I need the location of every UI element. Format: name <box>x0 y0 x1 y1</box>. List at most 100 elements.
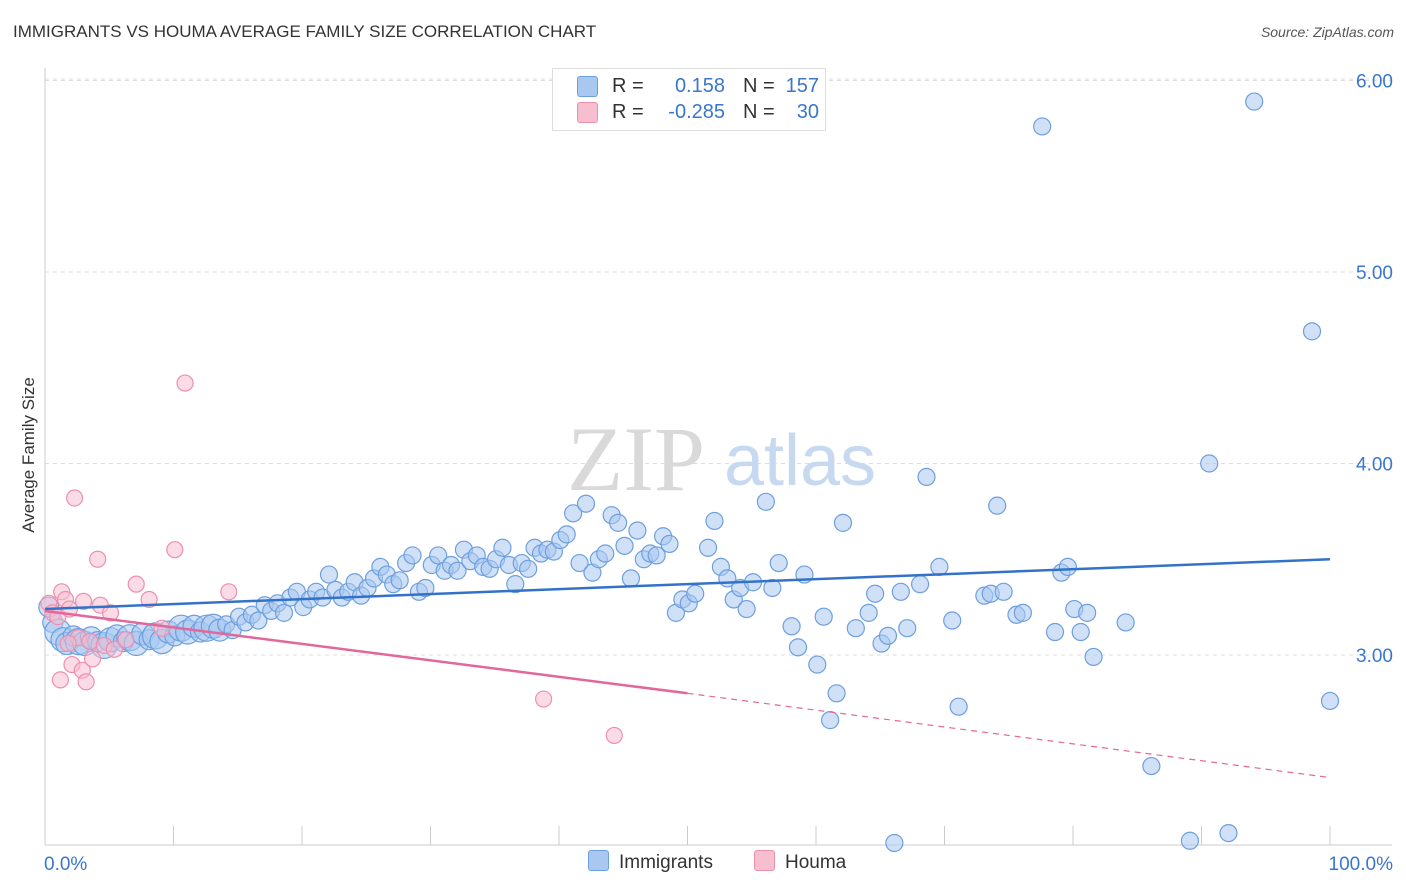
immigrants-point <box>1142 756 1161 776</box>
immigrants-point <box>898 619 917 638</box>
immigrants-point <box>994 582 1013 601</box>
houma-point <box>220 583 238 601</box>
immigrants-point <box>878 626 898 645</box>
immigrants-point <box>319 565 339 584</box>
immigrants-point <box>782 617 801 636</box>
houma-point <box>81 632 99 651</box>
houma-point <box>534 690 553 708</box>
immigrants-point <box>859 603 878 622</box>
immigrants-point <box>698 538 718 557</box>
houma-point <box>605 726 623 745</box>
immigrants-point <box>576 494 596 513</box>
y-tick-label: 6.00 <box>1356 72 1393 93</box>
houma-point <box>101 604 120 622</box>
houma-point <box>127 575 145 593</box>
source-label: Source: ZipAtlas.com <box>1260 24 1394 40</box>
immigrants-point <box>737 599 756 619</box>
houma-trend-extension <box>687 692 1331 779</box>
chart-title: IMMIGRANTS VS HOUMA AVERAGE FAMILY SIZE … <box>13 22 597 41</box>
x-tick-label: 100.0% <box>1329 854 1394 875</box>
n-label: N = <box>743 101 775 123</box>
watermark-zip: ZIP <box>567 408 705 510</box>
immigrants-point <box>249 611 268 630</box>
houma-point <box>59 634 77 653</box>
houma-point <box>117 631 135 649</box>
immigrants-point <box>833 513 853 532</box>
immigrants-point <box>808 655 827 674</box>
immigrants-point <box>628 521 647 540</box>
houma-point <box>74 592 93 610</box>
houma-swatch <box>754 850 775 872</box>
n-value: 157 <box>785 75 819 97</box>
immigrants-point <box>1116 613 1135 632</box>
immigrants-point <box>416 578 435 598</box>
immigrants-point <box>814 607 833 626</box>
immigrants-point <box>519 559 538 578</box>
houma-swatch <box>577 102 598 124</box>
immigrants-point <box>763 578 782 598</box>
immigrants-point <box>609 513 628 532</box>
immigrants-point <box>1033 117 1052 136</box>
immigrants-point <box>390 571 409 590</box>
trend-lines <box>44 558 1331 779</box>
immigrants-point <box>891 582 910 601</box>
immigrants-point <box>647 546 666 565</box>
immigrants-point <box>756 492 775 511</box>
immigrants-point <box>988 496 1007 515</box>
houma-label: Houma <box>785 852 847 873</box>
immigrants-point <box>930 557 949 577</box>
immigrants-point <box>615 536 634 555</box>
axes <box>44 68 1392 846</box>
immigrants-point <box>1058 557 1077 577</box>
immigrants-point <box>910 575 930 594</box>
houma-point <box>51 671 70 689</box>
r-value: 0.158 <box>674 75 725 97</box>
y-tick-label: 3.00 <box>1356 646 1393 667</box>
immigrants-label: Immigrants <box>619 852 713 873</box>
immigrants-trend-line <box>44 558 1331 611</box>
y-axis-label: Average Family Size <box>19 377 38 533</box>
immigrants-point <box>570 553 589 573</box>
immigrants-point <box>917 467 936 487</box>
x-tick-label: 0.0% <box>44 854 87 875</box>
immigrants-point <box>1320 691 1340 711</box>
houma-point <box>140 590 158 609</box>
immigrants-point <box>1071 622 1090 642</box>
data-points <box>38 92 1340 853</box>
immigrants-point <box>1245 92 1264 111</box>
houma-point <box>153 619 171 637</box>
immigrants-point <box>827 684 846 703</box>
houma-trend-line <box>44 609 688 695</box>
immigrants-point <box>1200 454 1219 473</box>
immigrants-point <box>660 534 679 554</box>
tick-labels: 3.00 4.00 5.00 6.00 0.0% 100.0% <box>44 72 1393 876</box>
houma-point <box>176 374 194 392</box>
immigrants-point <box>1013 603 1032 622</box>
bottom-legend-immigrants[interactable]: Immigrants <box>588 850 713 874</box>
immigrants-point <box>429 546 448 565</box>
immigrants-point <box>1180 831 1200 850</box>
immigrants-point <box>821 711 840 730</box>
houma-point <box>77 673 95 691</box>
immigrants-point <box>1078 603 1097 622</box>
y-tick-label: 5.00 <box>1356 263 1393 284</box>
legend-row-houma: R = -0.285 N = 30 <box>577 101 819 127</box>
correlation-legend: R = 0.158 N = 157 R = -0.285 N = 30 <box>552 68 826 131</box>
immigrants-point <box>885 833 904 853</box>
immigrants-point <box>1084 647 1103 667</box>
r-label: R = <box>612 75 644 97</box>
immigrants-point <box>943 611 962 630</box>
immigrants-point <box>705 511 724 531</box>
immigrants-point <box>866 584 885 603</box>
immigrants-point <box>769 553 788 573</box>
immigrants-point <box>557 525 576 544</box>
immigrants-point <box>621 569 641 588</box>
y-tick-label: 4.00 <box>1356 455 1393 476</box>
immigrants-point <box>506 575 525 594</box>
bottom-legend-houma[interactable]: Houma <box>754 850 847 874</box>
immigrants-point <box>564 504 583 523</box>
immigrants-point <box>846 619 865 638</box>
houma-point <box>65 489 84 507</box>
houma-point <box>83 650 102 668</box>
